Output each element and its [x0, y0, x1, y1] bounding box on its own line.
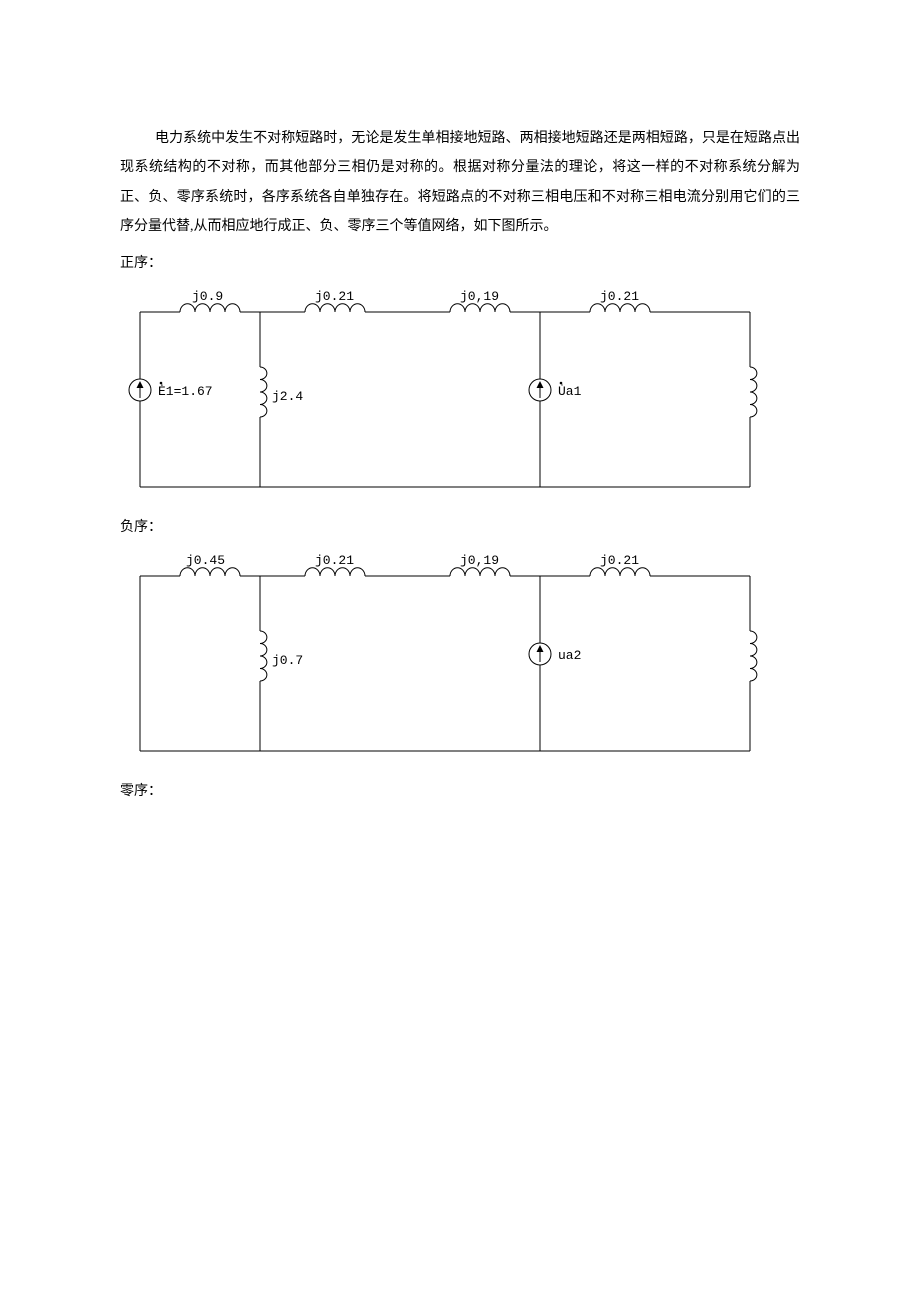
svg-text:j0.21: j0.21 [600, 289, 639, 304]
svg-text:j0.21: j0.21 [315, 553, 354, 568]
svg-text:ua2: ua2 [558, 648, 581, 663]
svg-text:j0,19: j0,19 [460, 553, 499, 568]
zero-seq-label: 零序： [120, 778, 800, 806]
svg-text:j0.7: j0.7 [272, 653, 303, 668]
negative-seq-label: 负序： [120, 514, 800, 542]
intro-paragraph: 电力系统中发生不对称短路时，无论是发生单相接地短路、两相接地短路还是两相短路，只… [120, 124, 800, 242]
svg-text:j0,19: j0,19 [460, 289, 499, 304]
svg-text:Ė1=1.67: Ė1=1.67 [158, 384, 213, 399]
svg-text:U̇a1: U̇a1 [558, 384, 582, 399]
positive-sequence-circuit: j0.9j0.21j0,19j0.21Ė1=1.67j2.4U̇a1j3.6 [120, 282, 760, 502]
svg-text:j2.4: j2.4 [272, 389, 303, 404]
document-page: 电力系统中发生不对称短路时，无论是发生单相接地短路、两相接地短路还是两相短路，只… [0, 0, 920, 870]
svg-text:j0.21: j0.21 [600, 553, 639, 568]
svg-text:j0.9: j0.9 [192, 289, 223, 304]
negative-sequence-circuit: j0.45j0.21j0,19j0.21j0.7ua2j1.05 [120, 546, 760, 766]
svg-text:j0.21: j0.21 [315, 289, 354, 304]
svg-text:j0.45: j0.45 [186, 553, 225, 568]
positive-seq-label: 正序： [120, 250, 800, 278]
